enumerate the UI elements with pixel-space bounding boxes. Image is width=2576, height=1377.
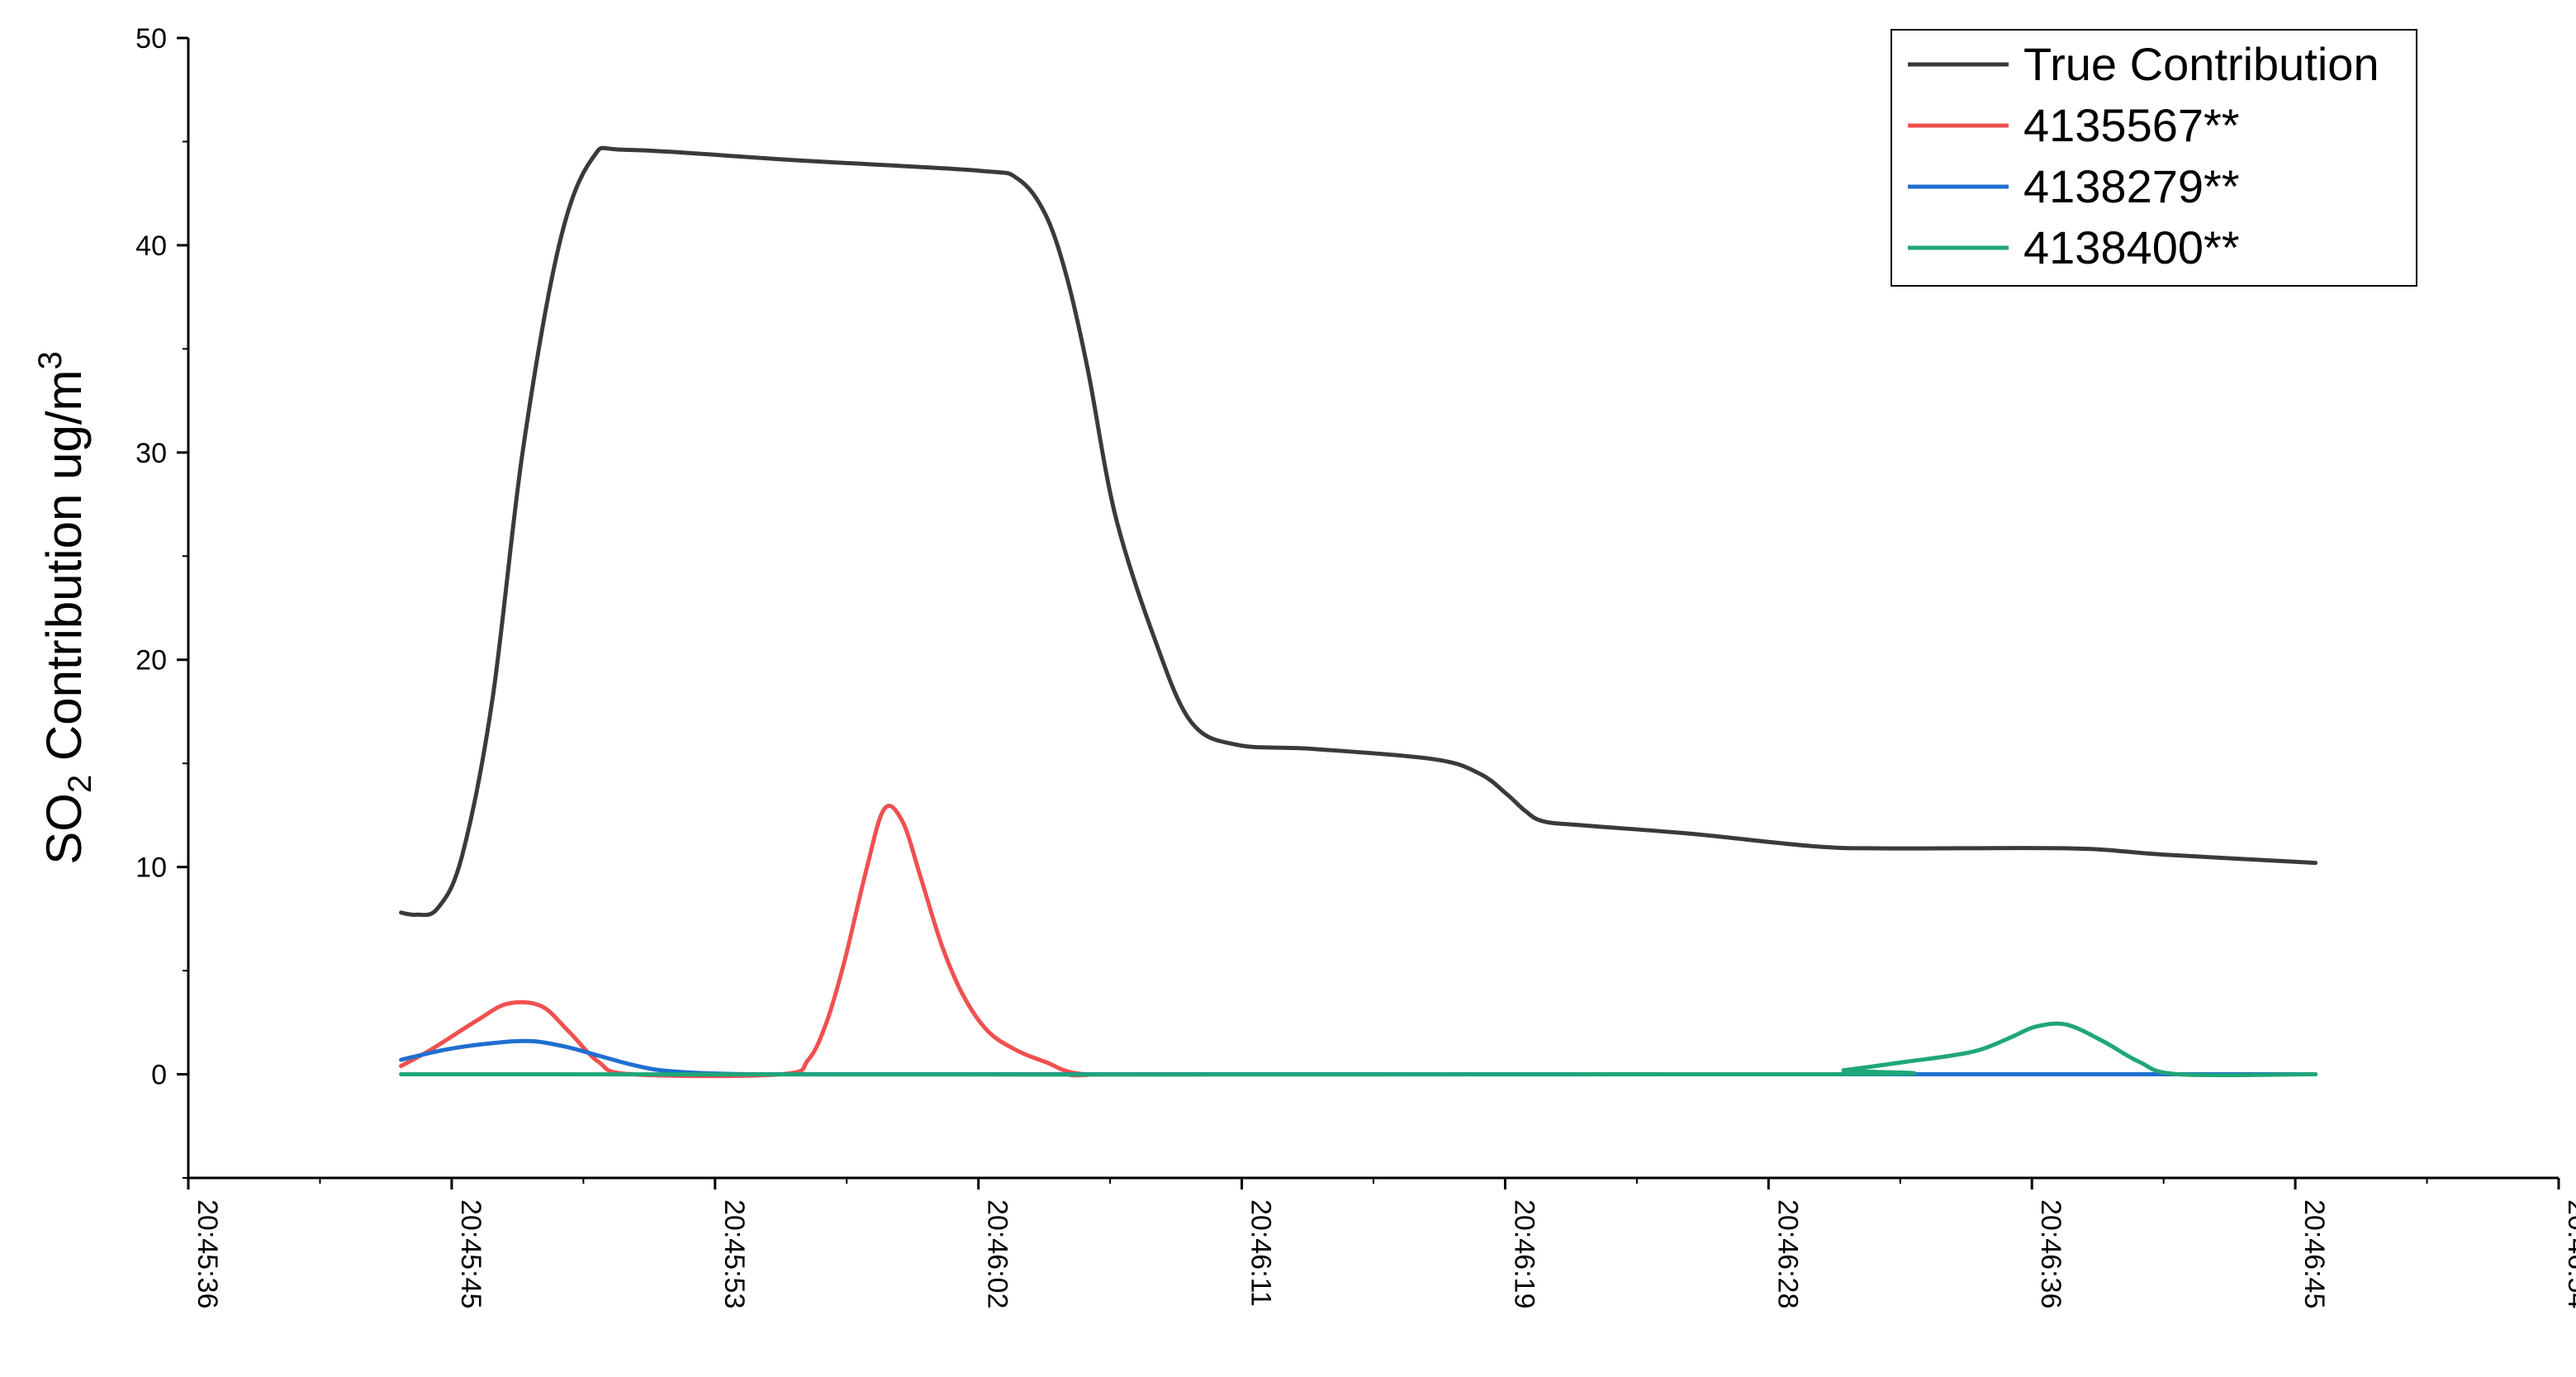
series-line-1	[399, 145, 2318, 918]
y-tick-label: 50	[135, 23, 167, 55]
x-tick-label: 20:45:45	[455, 1199, 486, 1308]
y-tick-label: 20	[135, 645, 167, 677]
y-tick-label: 40	[135, 230, 167, 262]
series-line-3	[399, 1038, 2318, 1077]
axes: 0 10 20 30 40 50 20:45:36 20:45:45 20:45:53 20:46…	[135, 23, 2576, 1308]
y-tick-label: 10	[135, 852, 167, 884]
x-tick-label: 20:46:11	[1245, 1199, 1277, 1307]
series-line-4	[399, 1021, 2318, 1078]
x-tick-label: 20:45:53	[719, 1199, 750, 1308]
x-tick-label: 20:46:45	[2298, 1199, 2330, 1308]
legend-label: 4138279**	[2023, 160, 2240, 212]
x-tick-label: 20:45:36	[192, 1199, 223, 1308]
y-tick-label: 0	[151, 1060, 167, 1091]
legend: True Contribution 4135567** 4138279** 41384…	[1890, 29, 2417, 287]
y-axis-title: SO2 Contribution ug/m3	[32, 351, 98, 864]
x-tick-label: 20:46:28	[1772, 1199, 1803, 1308]
x-tick-label: 20:46:02	[982, 1199, 1013, 1308]
series-group	[399, 145, 2318, 1079]
y-tick-label: 30	[135, 438, 167, 469]
legend-label: 4138400**	[2023, 221, 2240, 273]
x-tick-label: 20:46:19	[1508, 1199, 1539, 1308]
legend-label: True Contribution	[2023, 38, 2379, 90]
legend-label: 4135567**	[2023, 99, 2240, 151]
legend-box	[1890, 29, 2417, 287]
x-tick-label: 20:46:54	[2562, 1199, 2576, 1308]
x-tick-label: 20:46:36	[2035, 1199, 2066, 1308]
